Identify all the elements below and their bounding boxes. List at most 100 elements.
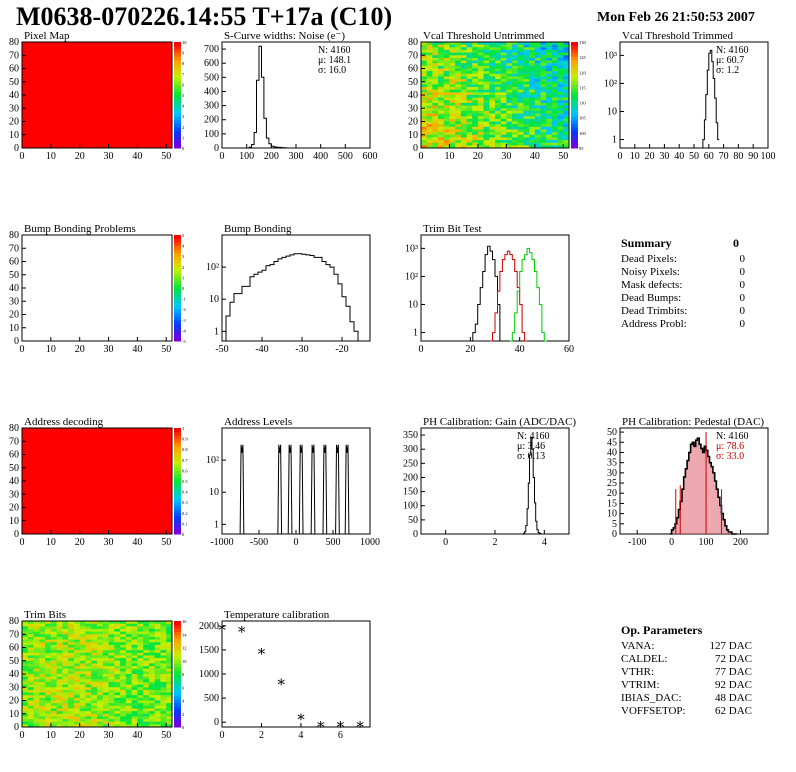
colorbar-cell: [174, 126, 181, 131]
heatmap-cell: [148, 663, 156, 667]
heatmap-cell: [27, 623, 34, 627]
heatmap-cell: [455, 97, 462, 101]
heatmap-cell: [62, 695, 69, 699]
heatmap-cell: [529, 102, 536, 106]
heatmap-cell: [466, 68, 473, 72]
stat-label: σ: 0.13: [517, 451, 545, 462]
heatmap-cell: [540, 47, 547, 51]
heatmap-cell: [483, 44, 490, 48]
heatmap-cell: [62, 666, 69, 670]
heatmap-cell: [455, 102, 462, 106]
chart-title: Pixel Map: [24, 30, 70, 42]
heatmap-cell: [551, 52, 559, 56]
y-tick-label: 10²: [206, 262, 219, 273]
heatmap-cell: [500, 110, 507, 114]
heatmap-cell: [97, 692, 104, 696]
heatmap-cell: [97, 697, 104, 701]
heatmap-cell: [489, 126, 496, 130]
heatmap-cell: [22, 668, 29, 672]
heatmap-cell: [523, 92, 530, 96]
heatmap-cell: [27, 639, 34, 643]
heatmap-cell: [455, 142, 462, 146]
heatmap-cell: [62, 713, 69, 717]
heatmap-cell: [79, 660, 86, 664]
heatmap-cell: [166, 703, 173, 707]
heatmap-cell: [432, 73, 439, 77]
heatmap-cell: [557, 84, 564, 88]
heatmap-cell: [557, 102, 564, 106]
heatmap-cell: [546, 65, 553, 69]
heatmap-cell: [131, 708, 138, 712]
heatmap-cell: [108, 679, 115, 683]
heatmap-cell: [426, 42, 433, 46]
heatmap-cell: [443, 100, 450, 104]
heatmap-cell: [512, 137, 519, 141]
heatmap-cell: [114, 700, 121, 704]
heatmap-cell: [540, 52, 547, 56]
heatmap-cell: [33, 668, 40, 672]
heatmap-cell: [500, 87, 507, 91]
heatmap-cell: [477, 76, 485, 80]
heatmap-cell: [160, 650, 167, 654]
heatmap-cell: [108, 663, 115, 667]
heatmap-cell: [551, 60, 559, 64]
heatmap-cell: [79, 724, 86, 728]
heatmap-cell: [125, 658, 133, 662]
heatmap-cell: [466, 124, 473, 128]
colorbar-label: -2: [182, 307, 186, 312]
x-tick-label: 30: [104, 344, 114, 355]
heatmap-cell: [506, 63, 513, 67]
heatmap-cell: [79, 639, 86, 643]
heatmap-cell: [517, 118, 524, 122]
heatmap-cell: [166, 666, 173, 670]
heatmap-cell: [460, 137, 467, 141]
heatmap-cell: [79, 687, 86, 691]
heatmap-cell: [137, 658, 144, 662]
heatmap-cell: [154, 636, 161, 640]
heatmap-cell: [91, 703, 98, 707]
heatmap-cell: [500, 44, 507, 48]
heatmap-cell: [154, 639, 161, 643]
heatmap-cell: [432, 49, 439, 53]
heatmap-cell: [160, 689, 167, 693]
heatmap-cell: [466, 87, 473, 91]
x-tick-label: 30: [659, 151, 669, 162]
heatmap-cell: [154, 684, 161, 688]
colorbar-cell: [571, 49, 578, 54]
heatmap-cell: [85, 716, 92, 720]
heatmap-cell: [495, 132, 502, 136]
heatmap-cell: [137, 628, 144, 632]
heatmap-cell: [114, 721, 121, 725]
heatmap-cell: [131, 713, 138, 717]
op-param-label: IBIAS_DAC:: [621, 692, 682, 704]
heatmap-cell: [563, 57, 570, 61]
heatmap-cell: [79, 708, 86, 712]
heatmap-cell: [483, 73, 490, 77]
heatmap-cell: [455, 110, 462, 114]
heatmap-cell: [160, 628, 167, 632]
heatmap-cell: [523, 121, 530, 125]
heatmap-cell: [438, 89, 445, 93]
y-tick-label: 20: [9, 117, 19, 128]
heatmap-cell: [85, 668, 92, 672]
heatmap-cell: [39, 713, 46, 717]
x-tick-label: 6: [338, 730, 343, 741]
heatmap-cell: [160, 721, 167, 725]
heatmap-cell: [50, 621, 58, 625]
heatmap-cell: [137, 644, 144, 648]
heatmap-cell: [534, 110, 541, 114]
heatmap-cell: [517, 129, 524, 133]
heatmap-cell: [62, 658, 69, 662]
heatmap-cell: [483, 142, 490, 146]
heatmap-cell: [506, 113, 513, 117]
heatmap-cell: [56, 687, 63, 691]
heatmap-cell: [27, 719, 34, 723]
heatmap-cell: [108, 636, 115, 640]
heatmap-cell: [85, 689, 92, 693]
colorbar-label: 0.3: [182, 500, 188, 505]
heatmap-cell: [432, 42, 439, 46]
heatmap-cell: [50, 679, 58, 683]
heatmap-cell: [22, 655, 29, 659]
y-tick-label: 70: [9, 436, 19, 447]
